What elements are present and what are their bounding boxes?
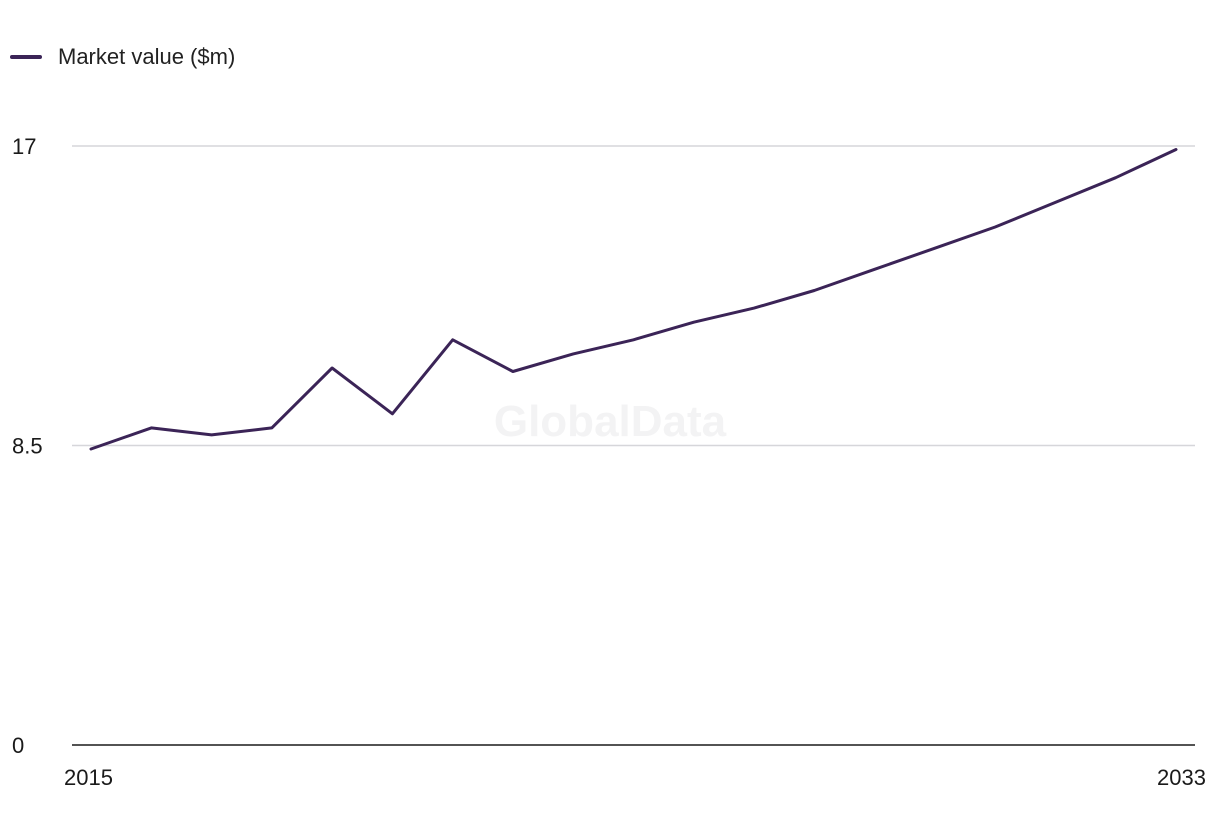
y-tick-label: 8.5 <box>12 434 43 459</box>
chart-legend: Market value ($m) <box>10 44 235 70</box>
y-tick-label: 17 <box>12 134 36 159</box>
legend-swatch <box>10 55 42 59</box>
x-tick-label: 2033 <box>1157 765 1206 790</box>
series-line <box>89 148 1178 451</box>
x-tick-label: 2015 <box>64 765 113 790</box>
y-tick-label: 0 <box>12 733 24 758</box>
legend-label: Market value ($m) <box>58 44 236 69</box>
watermark-text: GlobalData <box>494 397 727 446</box>
